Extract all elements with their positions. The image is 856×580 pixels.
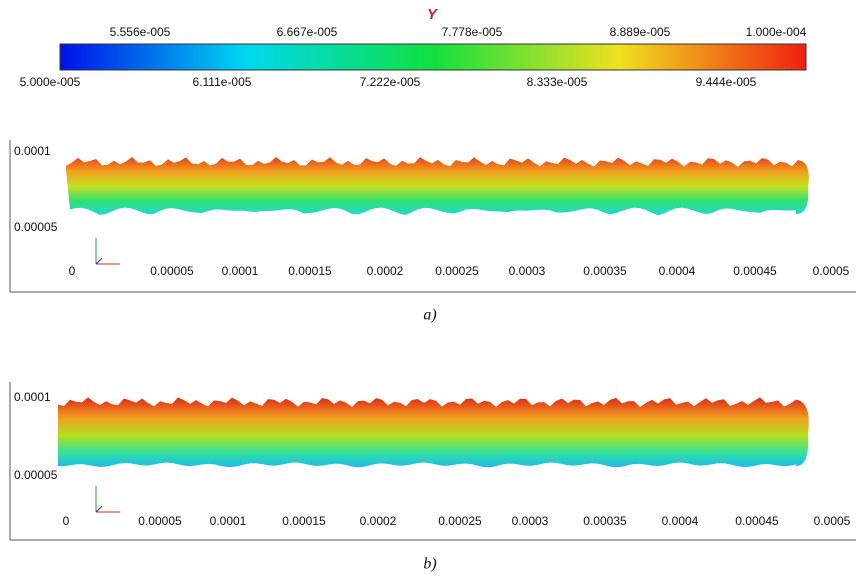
x-tick-label: 0.0001 <box>210 514 247 528</box>
x-tick-label: 0.00015 <box>288 264 332 278</box>
y-tick-label: 0.00005 <box>14 220 58 234</box>
x-tick-label: 0.0001 <box>222 264 259 278</box>
x-tick-label: 0.00005 <box>138 514 182 528</box>
x-tick-label: 0.0003 <box>509 264 546 278</box>
x-tick-label: 0 <box>69 264 76 278</box>
x-tick-label: 0.0002 <box>367 264 404 278</box>
colorbar-title: Y <box>427 6 439 23</box>
y-tick-label: 0.0001 <box>14 390 51 404</box>
x-tick-label: 0 <box>63 514 70 528</box>
x-tick-label: 0.0004 <box>662 514 699 528</box>
axis-triad <box>95 238 120 265</box>
particle-bed <box>58 397 809 468</box>
axis-triad <box>95 486 120 513</box>
colorbar-label: 6.667e-005 <box>277 25 338 39</box>
x-tick-label: 0.0005 <box>814 514 851 528</box>
colorbar-label: 5.556e-005 <box>110 25 171 39</box>
x-tick-label: 0.0002 <box>360 514 397 528</box>
x-tick-label: 0.00035 <box>583 514 627 528</box>
x-tick-label: 0.00005 <box>150 264 194 278</box>
x-tick-label: 0.00045 <box>733 264 777 278</box>
x-tick-label: 0.00035 <box>583 264 627 278</box>
particle-bed <box>66 157 809 216</box>
x-tick-label: 0.00015 <box>282 514 326 528</box>
colorbar-label: 8.333e-005 <box>527 75 588 89</box>
y-tick-label: 0.0001 <box>14 144 51 158</box>
x-tick-label: 0.0004 <box>659 264 696 278</box>
x-tick-label: 0.0003 <box>512 514 549 528</box>
colorbar-label: 8.889e-005 <box>610 25 671 39</box>
x-tick-label: 0.00025 <box>435 264 479 278</box>
colorbar-label: 6.111e-005 <box>193 75 252 89</box>
x-tick-label: 0.0005 <box>813 264 850 278</box>
colorbar-label: 7.778e-005 <box>442 25 503 39</box>
x-tick-label: 0.00045 <box>735 514 779 528</box>
colorbar-label: 7.222e-005 <box>360 75 421 89</box>
colorbar-label: 5.000e-005 <box>20 75 81 89</box>
y-tick-label: 0.00005 <box>14 468 58 482</box>
x-tick-label: 0.00025 <box>438 514 482 528</box>
colorbar <box>59 43 807 71</box>
caption: a) <box>423 307 436 324</box>
caption: b) <box>423 556 436 573</box>
colorbar-label: 9.444e-005 <box>696 75 757 89</box>
colorbar-label: 1.000e-004 <box>746 25 807 39</box>
